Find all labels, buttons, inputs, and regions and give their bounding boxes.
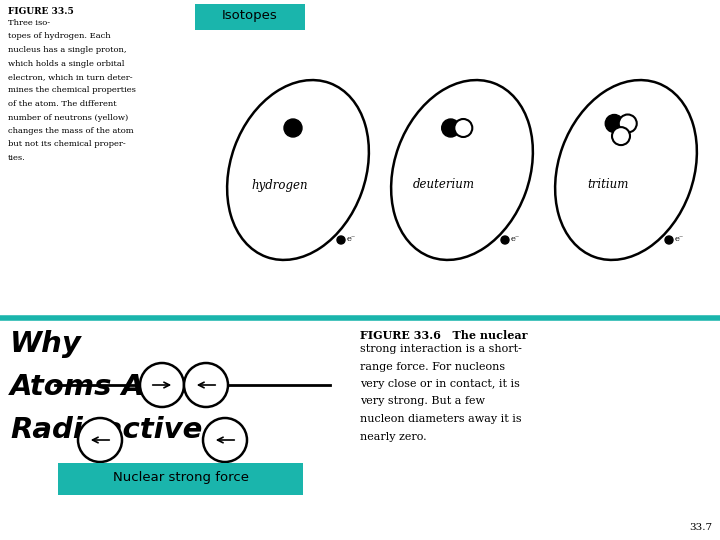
FancyBboxPatch shape [58,463,303,495]
Circle shape [337,236,345,244]
Text: topes of hydrogen. Each: topes of hydrogen. Each [8,32,111,40]
Text: changes the mass of the atom: changes the mass of the atom [8,127,134,135]
Text: Nuclear strong force: Nuclear strong force [113,471,249,484]
Text: electron, which in turn deter-: electron, which in turn deter- [8,73,132,81]
Text: Isotopes: Isotopes [222,10,278,23]
Text: ties.: ties. [8,154,26,162]
Text: deuterium: deuterium [413,179,475,192]
Text: Atoms Are: Atoms Are [10,373,179,401]
Text: nearly zero.: nearly zero. [360,431,427,442]
Circle shape [454,119,472,137]
Circle shape [612,127,630,145]
Text: FIGURE 33.5: FIGURE 33.5 [8,7,73,16]
Text: e⁻: e⁻ [511,235,521,243]
Text: which holds a single orbital: which holds a single orbital [8,59,125,68]
Circle shape [441,119,459,137]
Circle shape [203,418,247,462]
Circle shape [618,114,636,132]
Text: of the atom. The different: of the atom. The different [8,100,117,108]
Circle shape [284,119,302,137]
Text: nucleon diameters away it is: nucleon diameters away it is [360,414,521,424]
Text: strong interaction is a short-: strong interaction is a short- [360,344,522,354]
Circle shape [78,418,122,462]
Circle shape [606,114,624,132]
Text: number of neutrons (yellow): number of neutrons (yellow) [8,113,128,122]
Text: Three iso-: Three iso- [8,19,50,27]
Text: very strong. But a few: very strong. But a few [360,396,485,407]
Circle shape [665,236,673,244]
Circle shape [501,236,509,244]
Text: but not its chemical proper-: but not its chemical proper- [8,140,126,148]
Text: mines the chemical properties: mines the chemical properties [8,86,136,94]
Text: e⁻: e⁻ [675,235,684,243]
Text: very close or in contact, it is: very close or in contact, it is [360,379,520,389]
Text: hydrogen: hydrogen [252,179,308,192]
Text: tritium: tritium [588,179,629,192]
Circle shape [140,363,184,407]
Text: e⁻: e⁻ [347,235,356,243]
Text: nucleus has a single proton,: nucleus has a single proton, [8,46,127,54]
Text: range force. For nucleons: range force. For nucleons [360,361,505,372]
Circle shape [184,363,228,407]
FancyBboxPatch shape [195,4,305,30]
Text: Radioactive: Radioactive [10,416,202,444]
Text: Why: Why [10,330,82,358]
Text: FIGURE 33.6   The nuclear: FIGURE 33.6 The nuclear [360,330,528,341]
Text: 33.7: 33.7 [689,523,712,532]
